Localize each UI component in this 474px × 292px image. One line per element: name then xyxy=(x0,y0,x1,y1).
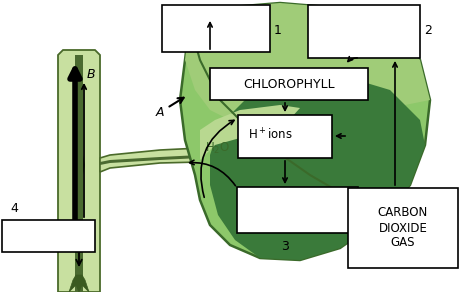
Polygon shape xyxy=(185,3,430,125)
Polygon shape xyxy=(200,105,300,160)
Polygon shape xyxy=(100,148,220,172)
Bar xyxy=(238,115,332,158)
Bar xyxy=(2,220,95,252)
Text: CHLOROPHYLL: CHLOROPHYLL xyxy=(243,77,335,91)
Text: H$_2$O: H$_2$O xyxy=(205,140,230,156)
Text: 2: 2 xyxy=(424,23,432,36)
Polygon shape xyxy=(180,3,430,260)
Text: H$^+$ions: H$^+$ions xyxy=(247,127,292,143)
Text: A: A xyxy=(156,105,164,119)
Text: CARBON
DIOXIDE
GAS: CARBON DIOXIDE GAS xyxy=(378,206,428,249)
Text: 4: 4 xyxy=(10,202,18,215)
Polygon shape xyxy=(210,75,425,260)
Polygon shape xyxy=(73,55,85,292)
Bar xyxy=(237,187,358,233)
Polygon shape xyxy=(69,275,89,292)
Polygon shape xyxy=(100,155,218,165)
Bar xyxy=(348,188,458,268)
Polygon shape xyxy=(58,50,100,292)
Bar xyxy=(210,68,368,100)
Text: 1: 1 xyxy=(274,23,282,36)
Text: 3: 3 xyxy=(281,240,289,253)
Bar xyxy=(308,5,420,58)
Text: B: B xyxy=(87,69,96,81)
Bar xyxy=(162,5,270,52)
